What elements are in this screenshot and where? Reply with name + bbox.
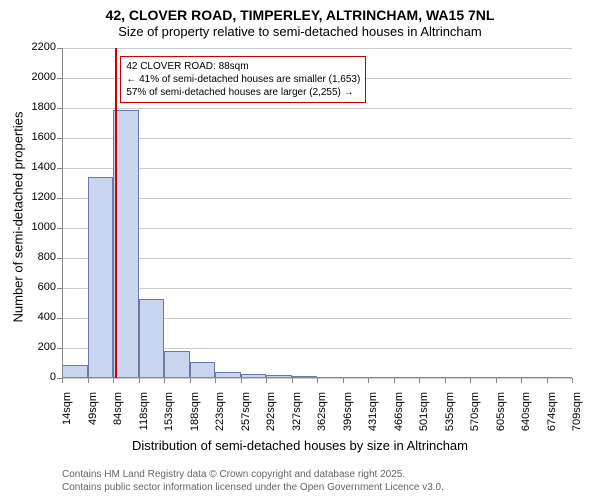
gridline (62, 138, 572, 139)
y-tick-mark (57, 168, 62, 169)
x-tick-label: 501sqm (418, 392, 430, 442)
histogram-bar (164, 351, 190, 378)
x-tick-mark (139, 378, 140, 383)
y-tick-label: 1000 (22, 221, 56, 233)
x-tick-label: 292sqm (265, 392, 277, 442)
y-tick-label: 1600 (22, 131, 56, 143)
x-tick-label: 570sqm (469, 392, 481, 442)
gridline (62, 228, 572, 229)
x-tick-mark (470, 378, 471, 383)
annotation-line: 57% of semi-detached houses are larger (… (126, 86, 360, 99)
histogram-bar (139, 299, 165, 379)
y-tick-label: 1400 (22, 161, 56, 173)
x-tick-mark (394, 378, 395, 383)
annotation-line: ← 41% of semi-detached houses are smalle… (126, 73, 360, 86)
y-tick-mark (57, 48, 62, 49)
x-tick-label: 153sqm (163, 392, 175, 442)
y-tick-mark (57, 108, 62, 109)
annotation-box: 42 CLOVER ROAD: 88sqm← 41% of semi-detac… (120, 56, 366, 103)
x-tick-label: 49sqm (87, 392, 99, 442)
footer-line-2: Contains public sector information licen… (62, 481, 444, 494)
y-tick-label: 2000 (22, 71, 56, 83)
y-tick-label: 1800 (22, 101, 56, 113)
x-tick-label: 257sqm (240, 392, 252, 442)
footer-line-1: Contains HM Land Registry data © Crown c… (62, 468, 444, 481)
y-tick-label: 1200 (22, 191, 56, 203)
x-tick-mark (190, 378, 191, 383)
x-tick-label: 431sqm (367, 392, 379, 442)
y-tick-mark (57, 228, 62, 229)
x-tick-mark (88, 378, 89, 383)
x-tick-mark (266, 378, 267, 383)
x-tick-label: 14sqm (61, 392, 73, 442)
x-tick-mark (343, 378, 344, 383)
x-tick-mark (572, 378, 573, 383)
x-tick-label: 466sqm (393, 392, 405, 442)
x-tick-mark (521, 378, 522, 383)
x-tick-label: 535sqm (444, 392, 456, 442)
y-tick-label: 200 (22, 341, 56, 353)
histogram-bar (190, 362, 216, 379)
x-tick-mark (164, 378, 165, 383)
x-tick-mark (496, 378, 497, 383)
x-tick-label: 709sqm (571, 392, 583, 442)
annotation-line: 42 CLOVER ROAD: 88sqm (126, 60, 360, 73)
x-tick-label: 396sqm (342, 392, 354, 442)
x-tick-mark (368, 378, 369, 383)
gridline (62, 258, 572, 259)
footer-text: Contains HM Land Registry data © Crown c… (62, 468, 444, 494)
histogram-bar (88, 177, 114, 378)
x-tick-mark (292, 378, 293, 383)
x-tick-mark (241, 378, 242, 383)
x-tick-label: 362sqm (316, 392, 328, 442)
y-tick-label: 800 (22, 251, 56, 263)
y-tick-label: 0 (22, 371, 56, 383)
gridline (62, 288, 572, 289)
x-tick-mark (113, 378, 114, 383)
y-tick-mark (57, 78, 62, 79)
gridline (62, 198, 572, 199)
y-tick-mark (57, 348, 62, 349)
x-tick-mark (317, 378, 318, 383)
property-marker-line (115, 48, 117, 378)
x-tick-label: 674sqm (546, 392, 558, 442)
x-tick-mark (445, 378, 446, 383)
x-tick-label: 188sqm (189, 392, 201, 442)
y-tick-label: 2200 (22, 41, 56, 53)
y-tick-label: 400 (22, 311, 56, 323)
y-tick-mark (57, 258, 62, 259)
chart-subtitle: Size of property relative to semi-detach… (0, 24, 600, 41)
x-tick-label: 223sqm (214, 392, 226, 442)
y-tick-mark (57, 198, 62, 199)
x-tick-mark (419, 378, 420, 383)
y-tick-mark (57, 288, 62, 289)
x-tick-label: 84sqm (112, 392, 124, 442)
x-tick-label: 118sqm (138, 392, 150, 442)
x-tick-label: 605sqm (495, 392, 507, 442)
gridline (62, 48, 572, 49)
x-tick-label: 327sqm (291, 392, 303, 442)
gridline (62, 108, 572, 109)
y-axis (62, 48, 63, 378)
histogram-bar (62, 365, 88, 379)
x-tick-label: 640sqm (520, 392, 532, 442)
y-tick-mark (57, 318, 62, 319)
x-tick-mark (62, 378, 63, 383)
chart-title: 42, CLOVER ROAD, TIMPERLEY, ALTRINCHAM, … (0, 0, 600, 24)
x-tick-mark (215, 378, 216, 383)
y-tick-mark (57, 138, 62, 139)
x-tick-mark (547, 378, 548, 383)
y-tick-label: 600 (22, 281, 56, 293)
gridline (62, 168, 572, 169)
